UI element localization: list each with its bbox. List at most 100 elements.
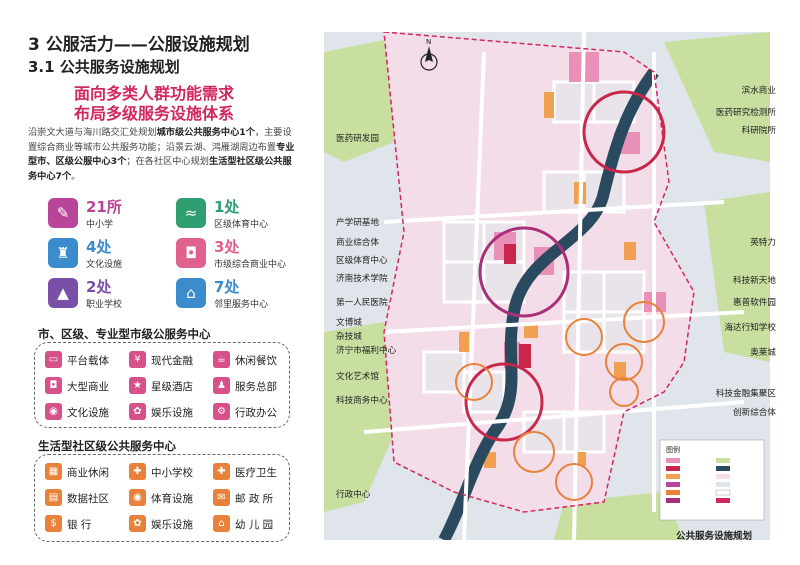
admin-block [519,344,531,368]
map-label: 科技商务中心 [336,396,388,406]
facility-label: 娱乐设施 [151,519,193,531]
map-label: 杂技城 [336,332,362,342]
facility-label: 娱乐设施 [151,407,193,419]
stat-label: 邻里服务中心 [214,300,269,310]
map-legend [659,439,765,521]
hotel-icon: ★ [129,377,146,394]
entertainment-icon: ✿ [129,515,146,532]
stat-item: ◘ 3处市级综合商业中心 [176,238,296,272]
map-label: 医药研究检测所 [715,108,776,118]
stat-item: ♜ 4处文化设施 [48,238,168,272]
facility-label: 星级酒店 [151,381,193,393]
map-label: 滨水商业 [741,86,776,96]
section-subtitle: 3.1 公共服务设施规划 [28,58,180,76]
community-centers-box: ▦ 商业休闲 ✚ 中小学校 ✚ 医疗卫生 ▤ 数据社区 ◉ 体育设施 ✉ 邮 政 所 $ 银 行 ✿ 娱乐设施… [34,454,290,542]
map-label: 创新综合体 [733,408,776,418]
river [438,68,659,540]
facility-label: 文化设施 [67,407,109,419]
admin-block [504,244,516,264]
park-area [324,322,404,512]
map-label: 济南技术学院 [336,274,388,284]
stat-item: ⌂ 7处 邻里服务中心 [176,278,296,312]
facility-label: 体育设施 [151,493,193,505]
city-center-circle [464,362,544,442]
screen-icon: ▭ [45,351,62,368]
legend-title: 图例 [666,445,680,454]
stat-number: 1处 [214,198,240,216]
swimmer-icon: ≈ [176,198,206,228]
stat-label: 市级综合商业中心 [214,260,287,270]
house-icon: ⌂ [176,278,206,308]
city-box-title: 市、区级、专业型市级公服务中心 [38,327,211,341]
shopping-icon: ◘ [45,377,62,394]
city-centers-box: ▭ 平台载体 ¥ 现代金融 ☕ 休闲餐饮 ◘ 大型商业 ★ 星级酒店 ♟ 服务总部 ◉ 文化设施 ✿ 娱乐设施… [34,342,290,428]
map-svg: N 图例 [324,32,770,540]
map-label: 第一人民医院 [336,298,388,308]
city-center-circle [582,90,666,174]
facility-label: 平台载体 [67,355,109,367]
map-label: 奥莱城 [750,348,776,358]
roads [363,32,745,540]
map-label: 商业综合体 [336,238,379,248]
facility-label: 商业休闲 [67,467,109,479]
facility-label: 邮 政 所 [235,493,274,505]
community-box-title: 生活型社区级公共服务中心 [38,439,176,453]
facility-label: 银 行 [67,519,92,531]
headline-line-1: 面向多类人群功能需求 [74,84,235,103]
community-center-circles [455,301,665,501]
facility-label: 大型商业 [67,381,109,393]
map-label: 科研院所 [741,126,776,136]
map-label: 科技金融集聚区 [715,389,776,399]
north-arrow-icon [420,46,438,71]
city-center-circle [478,226,570,318]
stat-label: 文化设施 [86,260,123,270]
bank-icon: $ [45,515,62,532]
shop-icon: ▦ [45,463,62,480]
school-icon: ✎ [48,198,78,228]
culture-icon: ◉ [45,403,62,420]
kindergarten-icon: ⌂ [213,515,230,532]
facility-label: 现代金融 [151,355,193,367]
finance-icon: ¥ [129,351,146,368]
graduation-icon: ▲ [48,278,78,308]
map-label: 英特力 [750,238,776,248]
facility-label: 医疗卫生 [235,467,277,479]
legend-swatches [666,458,731,503]
stat-label: 中小学 [86,220,114,230]
map-label: 区级体育中心 [336,256,388,266]
district-boundary [383,32,695,513]
stat-number: 2处 [86,278,112,296]
sports-icon: ◉ [129,489,146,506]
map-label: 惠普软件园 [733,298,776,308]
facility-label: 行政办公 [235,407,277,419]
office-icon: ⚙ [213,403,230,420]
culture-icon: ♜ [48,238,78,268]
facility-label: 中小学校 [151,467,193,479]
map-label: 海达行知学校 [724,323,776,333]
facility-label: 幼 儿 园 [235,519,274,531]
map-label: 产学研基地 [336,218,379,228]
stat-number: 4处 [86,238,112,256]
stat-number: 3处 [214,238,240,256]
data-icon: ▤ [45,489,62,506]
stat-label: 区级体育中心 [214,220,269,230]
section-title: 3 公服活力——公服设施规划 [28,35,250,55]
planning-map[interactable]: N 图例 [324,32,770,540]
facility-label: 休闲餐饮 [235,355,277,367]
entertainment-icon: ✿ [129,403,146,420]
map-label: 文化艺术馆 [336,372,379,382]
headline-line-2: 布局多级服务设施体系 [74,104,235,123]
coffee-icon: ☕ [213,351,230,368]
medical-icon: ✚ [213,463,230,480]
map-label: 行政中心 [336,490,371,500]
headquarters-icon: ♟ [213,377,230,394]
north-label: N [426,38,431,46]
park-area [704,192,770,362]
stat-item: ✎ 21所中小学 [48,198,168,232]
shopping-bag-icon: ◘ [176,238,206,268]
stat-item: ≈1处区级体育中心 [176,198,296,232]
stat-item: ▲ 2处职业学校 [48,278,168,312]
stat-number: 21所 [86,198,122,216]
map-label: 科技新天地 [733,276,776,286]
stat-label: 职业学校 [86,300,123,310]
